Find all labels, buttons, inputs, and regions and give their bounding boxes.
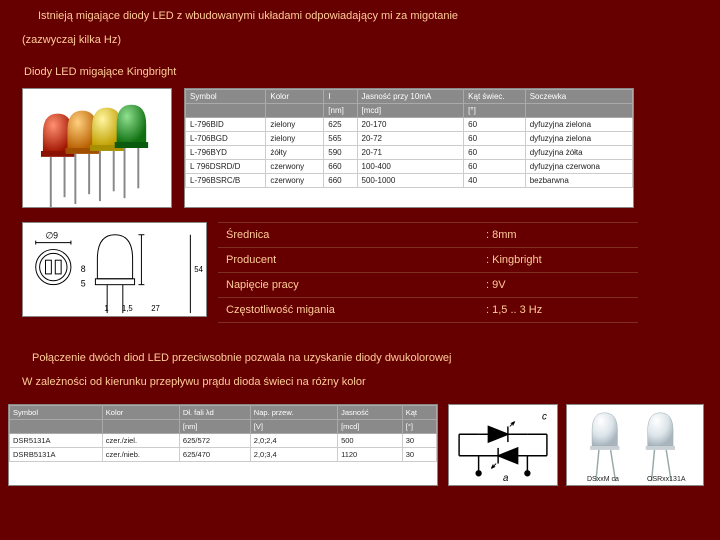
svg-text:c: c [542, 412, 547, 423]
properties-table: Średnica: 8mm Producent: Kingbright Napi… [218, 222, 638, 323]
table-row: L-796BSRC/Bczerwony660500-100040bezbarwn… [186, 174, 633, 188]
bicolor-para-1: Połączenie dwóch diod LED przeciwsobnie … [32, 352, 451, 364]
spec-table-top: Symbol Kolor I Jasność przy 10mA Kąt świ… [184, 88, 634, 208]
spec-table-bottom: Symbol Kolor Dł. fali λd Nap. przew. Jas… [8, 404, 438, 486]
table-row: L-796BIDzielony62520-17060dyfuzyjna ziel… [186, 118, 633, 132]
table-row: L 796DSRD/Dczerwony660100-40060dyfuzyjna… [186, 160, 633, 174]
bicolor-schematic: c a [448, 404, 558, 486]
bicolor-para-2: W zależności od kierunku przepływu prądu… [22, 376, 366, 388]
table-row: L-796BYDżółty59020-7160dyfuzyjna żółta [186, 146, 633, 160]
table-row: DSRB5131Aczer./nieb.625/4702,0;3,4112030 [10, 448, 437, 462]
table-row: Średnica: 8mm [218, 223, 638, 248]
table-row: Producent: Kingbright [218, 248, 638, 273]
section-title: Diody LED migające Kingbright [24, 66, 176, 78]
svg-text:∅9: ∅9 [45, 231, 58, 241]
svg-text:54: 54 [194, 265, 203, 274]
dimension-drawing: ∅9 8 5 1 1,5 27 54 [22, 222, 207, 317]
table-row: L-706BGDzielony56520-7260dyfuzyjna zielo… [186, 132, 633, 146]
spec-table-bottom-table: Symbol Kolor Dł. fali λd Nap. przew. Jas… [9, 405, 437, 462]
table-row: Częstotliwość migania: 1,5 .. 3 Hz [218, 298, 638, 323]
svg-text:1: 1 [104, 304, 108, 313]
svg-text:5: 5 [81, 279, 86, 289]
svg-text:8: 8 [81, 264, 86, 274]
svg-text:27: 27 [151, 304, 160, 313]
table-row: DSR5131Aczer./ziel.625/5722,0;2,450030 [10, 434, 437, 448]
photo-label-right: OSRxx131A [647, 476, 686, 483]
table-row: Napięcie pracy: 9V [218, 273, 638, 298]
led-row-illustration [22, 88, 172, 208]
svg-text:a: a [503, 473, 509, 484]
clear-led-photo: DSxxM ca OSRxx131A [566, 404, 704, 486]
photo-label-left: DSxxM ca [587, 476, 619, 483]
intro-line-2: (zazwyczaj kilka Hz) [22, 34, 121, 46]
intro-line-1: Istnieją migające diody LED z wbudowanym… [38, 10, 458, 22]
svg-text:1,5: 1,5 [122, 304, 134, 313]
spec-table-top-table: Symbol Kolor I Jasność przy 10mA Kąt świ… [185, 89, 633, 188]
